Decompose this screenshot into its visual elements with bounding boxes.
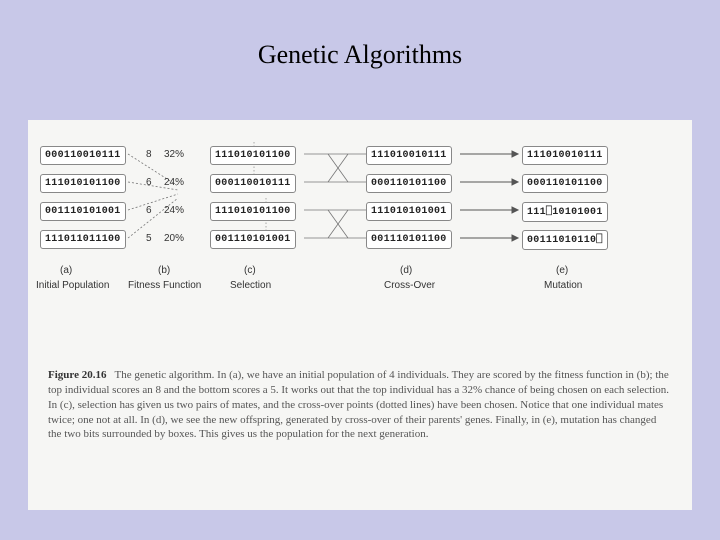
- cross-d-0: 111010010111: [366, 146, 452, 165]
- col-letter-c: (c): [244, 265, 256, 276]
- col-letter-a: (a): [60, 265, 72, 276]
- col-title-d: Cross-Over: [384, 280, 435, 291]
- caption-text: The genetic algorithm. In (a), we have a…: [48, 369, 669, 440]
- figure-caption: Figure 20.16 The genetic algorithm. In (…: [48, 368, 672, 442]
- mut-e-0: 111010010111: [522, 146, 608, 165]
- pop-a-1: 111010101100: [40, 174, 126, 193]
- mut-e-2: 111⎕10101001: [522, 202, 608, 222]
- cross-d-2: 111010101001: [366, 202, 452, 221]
- pop-a-0: 000110010111: [40, 146, 126, 165]
- ga-diagram: 000110010111 111010101100 001110101001 1…: [28, 120, 692, 330]
- cross-d-3: 001110101100: [366, 230, 452, 249]
- mut-e-3: 00111010110⎕: [522, 230, 608, 250]
- fitness-score-3: 5: [146, 233, 152, 244]
- fitness-score-0: 8: [146, 149, 152, 160]
- cross-d-1: 000110101100: [366, 174, 452, 193]
- sel-c-0: 111010101100: [210, 146, 296, 165]
- mut-e-1: 000110101100: [522, 174, 608, 193]
- col-title-c: Selection: [230, 280, 271, 291]
- sel-c-1: 000110010111: [210, 174, 296, 193]
- fitness-pct-0: 32%: [164, 149, 184, 160]
- fitness-score-1: 6: [146, 177, 152, 188]
- col-letter-d: (d): [400, 265, 412, 276]
- col-letter-e: (e): [556, 265, 568, 276]
- sel-c-3: 001110101001: [210, 230, 296, 249]
- page-title: Genetic Algorithms: [0, 40, 720, 70]
- fitness-pct-1: 24%: [164, 177, 184, 188]
- col-letter-b: (b): [158, 265, 170, 276]
- pop-a-3: 111011011100: [40, 230, 126, 249]
- pop-a-2: 001110101001: [40, 202, 126, 221]
- fitness-pct-2: 24%: [164, 205, 184, 216]
- col-title-e: Mutation: [544, 280, 582, 291]
- sel-c-2: 111010101100: [210, 202, 296, 221]
- fitness-pct-3: 20%: [164, 233, 184, 244]
- caption-label: Figure 20.16: [48, 369, 106, 381]
- figure-panel: 000110010111 111010101100 001110101001 1…: [28, 120, 692, 510]
- col-title-a: Initial Population: [36, 280, 109, 291]
- col-title-b: Fitness Function: [128, 280, 201, 291]
- fitness-score-2: 6: [146, 205, 152, 216]
